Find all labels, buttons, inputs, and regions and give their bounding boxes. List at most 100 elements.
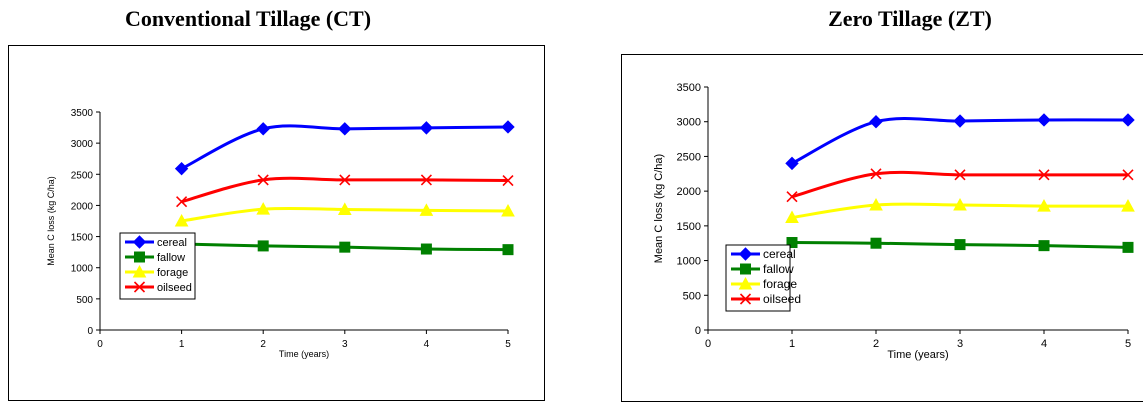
y-axis-label: Mean C loss (kg C/ha)	[46, 176, 56, 266]
y-tick-label: 2000	[677, 186, 701, 198]
y-tick-label: 3000	[71, 139, 94, 150]
legend-item-oilseed: oilseed	[731, 292, 801, 306]
data-point-oilseed	[786, 191, 798, 203]
chart-frame-zt: 0 500 1000 1500 2000 2500 3000 3500 0 1 2 3 4 5 Time (…	[621, 54, 1143, 402]
y-tick-label: 1000	[71, 264, 94, 275]
x-tick-label: 0	[97, 339, 103, 350]
legend-marker-forage	[132, 264, 147, 278]
x-tick-label: 5	[1125, 338, 1131, 350]
y-tick-label: 500	[683, 290, 701, 302]
x-tick-label: 4	[1041, 338, 1047, 350]
x-axis-label: Time (years)	[887, 349, 948, 361]
data-point-cereal	[869, 115, 883, 129]
legend-marker-forage	[738, 276, 753, 290]
legend-label-oilseed: oilseed	[157, 282, 192, 294]
y-tick-label: 0	[87, 326, 93, 337]
y-tick-label: 2500	[677, 151, 701, 163]
y-tick-label: 3000	[677, 117, 701, 129]
legend-item-oilseed: oilseed	[125, 281, 192, 294]
data-point-cereal	[174, 161, 189, 176]
legend-item-fallow: fallow	[125, 251, 185, 264]
data-point-fallow	[1122, 241, 1134, 253]
legend-label-forage: forage	[157, 267, 188, 279]
y-tick-label: 1500	[71, 233, 94, 244]
data-point-oilseed	[502, 174, 514, 187]
legend-label-oilseed: oilseed	[763, 292, 801, 306]
data-point-forage	[419, 203, 434, 216]
x-tick-label: 5	[505, 339, 511, 350]
data-point-forage	[785, 210, 799, 224]
legend-label-fallow: fallow	[157, 252, 185, 264]
x-tick-label: 2	[260, 339, 266, 350]
data-point-fallow	[786, 237, 798, 249]
data-point-fallow	[420, 243, 432, 255]
legend-item-forage: forage	[731, 276, 797, 291]
legend-marker-cereal	[132, 235, 147, 249]
y-tick-label: 500	[76, 295, 93, 306]
legend-item-fallow: fallow	[731, 262, 794, 276]
x-tick-label: 2	[873, 338, 879, 350]
data-point-fallow	[1038, 240, 1050, 252]
x-axis-label: Time (years)	[279, 349, 329, 359]
data-point-oilseed	[420, 174, 432, 186]
data-point-oilseed	[870, 168, 882, 180]
data-point-oilseed	[954, 169, 966, 181]
data-point-cereal	[256, 122, 270, 136]
data-point-cereal	[501, 120, 515, 134]
y-tick-label: 2000	[71, 201, 94, 212]
data-point-cereal	[419, 121, 434, 135]
x-tick-label: 3	[342, 339, 348, 350]
chart-title-ct: Conventional Tillage (CT)	[124, 6, 372, 31]
data-point-fallow	[870, 237, 882, 249]
x-tick-label: 3	[957, 338, 963, 350]
data-point-cereal	[785, 156, 799, 171]
x-tick-label: 1	[179, 339, 185, 350]
data-point-oilseed	[1038, 169, 1050, 181]
legend-box	[119, 232, 196, 300]
data-point-fallow	[257, 240, 269, 252]
x-tick-label: 4	[424, 339, 430, 350]
data-point-forage	[1037, 199, 1051, 212]
data-point-oilseed	[1122, 169, 1134, 181]
data-point-forage	[869, 197, 883, 211]
y-tick-label: 0	[695, 325, 701, 337]
data-point-fallow	[954, 239, 966, 251]
data-point-oilseed	[176, 196, 188, 208]
data-point-fallow	[502, 244, 514, 256]
y-tick-label: 1500	[677, 221, 701, 233]
data-point-cereal	[338, 122, 352, 136]
y-axis-label: Mean C loss (kg C/ha)	[653, 154, 665, 263]
series-line-oilseed	[181, 176, 509, 204]
legend-marker-cereal	[738, 247, 753, 261]
x-tick-label: 1	[789, 338, 795, 350]
legend-label-cereal: cereal	[157, 237, 187, 249]
legend-marker-oilseed	[133, 281, 146, 293]
chart-title-zt: Zero Tillage (ZT)	[828, 6, 992, 31]
data-point-cereal	[1121, 113, 1135, 127]
y-tick-label: 3500	[71, 108, 94, 119]
legend-item-cereal: cereal	[731, 247, 796, 261]
data-point-forage	[1121, 199, 1135, 212]
legend-label-fallow: fallow	[763, 262, 794, 276]
legend-label-forage: forage	[763, 277, 797, 291]
data-point-oilseed	[257, 174, 269, 186]
chart-frame-ct: 0 500 1000 1500 2000 2500 3000 3500 0 1 2 3 4 5 Time (…	[8, 45, 545, 401]
data-point-forage	[174, 213, 189, 227]
legend-marker-oilseed	[739, 293, 752, 305]
data-point-forage	[337, 202, 352, 215]
data-point-forage	[501, 203, 515, 217]
chart-zt: 0 500 1000 1500 2000 2500 3000 3500 0 1 2 3 4 5 Time (…	[653, 82, 1135, 361]
legend-marker-fallow	[134, 251, 145, 263]
legend-item-cereal: cereal	[125, 235, 187, 249]
y-tick-label: 2500	[71, 170, 94, 181]
x-tick-label: 0	[705, 338, 711, 350]
y-tick-label: 1000	[677, 256, 701, 268]
data-point-forage	[953, 197, 967, 211]
data-point-oilseed	[339, 174, 351, 186]
data-point-cereal	[1037, 113, 1051, 127]
legend-label-cereal: cereal	[763, 247, 796, 261]
legend-item-forage: forage	[125, 264, 188, 279]
series-line-oilseed	[791, 170, 1128, 199]
data-point-fallow	[339, 241, 351, 253]
